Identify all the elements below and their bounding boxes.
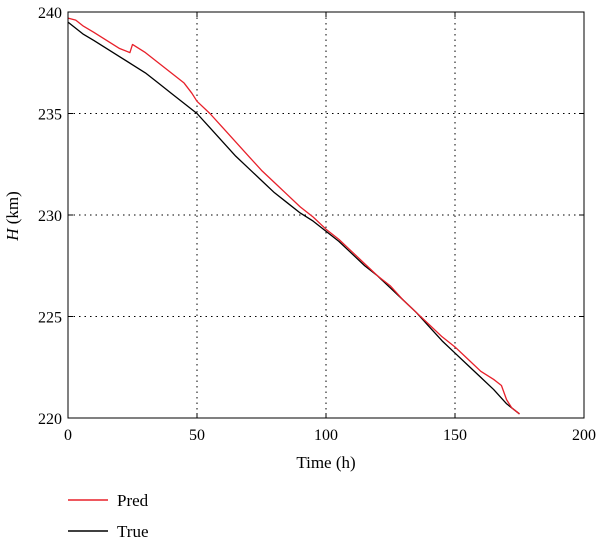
x-tick-label-1: 50 [189, 427, 205, 444]
y-axis-title-symbol: H [3, 227, 22, 242]
grid-lines [68, 12, 584, 418]
x-tick-label-3: 150 [443, 427, 467, 444]
axis-ticks: 0 50 100 150 200 220 225 230 235 240 [38, 5, 596, 444]
y-tick-label-1: 225 [38, 310, 62, 327]
legend-label-true: True [117, 522, 149, 541]
x-axis-title: Time (h) [296, 453, 355, 472]
series-lines [67, 17, 520, 415]
y-tick-label-2: 230 [38, 208, 62, 225]
x-tick-label-2: 100 [314, 427, 338, 444]
series-line-true [67, 21, 520, 415]
y-tick-label-3: 235 [38, 107, 62, 124]
legend: Pred True [68, 491, 149, 541]
y-tick-label-0: 220 [38, 411, 62, 428]
y-tick-label-4: 240 [38, 5, 62, 22]
x-tick-label-0: 0 [64, 427, 72, 444]
legend-label-pred: Pred [117, 491, 149, 510]
series-line-pred [67, 17, 520, 415]
y-axis-title-unit: (km) [3, 191, 22, 228]
x-tick-label-4: 200 [572, 427, 596, 444]
y-axis-title: H (km) [3, 191, 22, 242]
